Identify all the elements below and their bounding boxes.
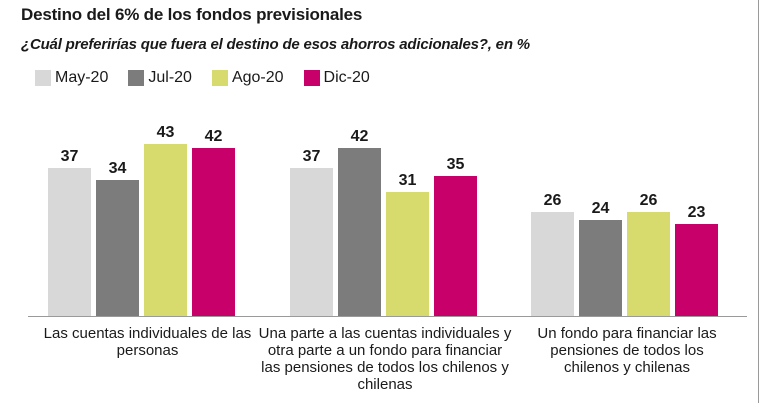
bar-may-20-group-1 [48,168,91,316]
value-label-jul-20-group-2: 42 [351,128,369,145]
value-label-jul-20-group-1: 34 [109,160,127,177]
value-label-may-20-group-2: 37 [303,148,321,165]
chart-title: Destino del 6% de los fondos previsional… [21,5,363,24]
bar-jul-20-group-2 [338,148,381,316]
bar-dic-20-group-3 [675,224,718,316]
value-label-jul-20-group-3: 24 [592,200,610,217]
chart-subtitle: ¿Cuál preferirías que fuera el destino d… [21,36,530,53]
legend-swatch-dic-20 [303,70,320,86]
value-label-ago-20-group-2: 31 [399,172,417,189]
value-label-ago-20-group-3: 26 [640,192,658,209]
value-label-dic-20-group-1: 42 [205,128,223,145]
value-label-ago-20-group-1: 43 [157,124,175,141]
frame-border [758,0,759,403]
bar-may-20-group-2 [290,168,333,316]
legend-swatch-jul-20 [128,70,145,86]
bar-may-20-group-3 [531,212,574,316]
legend-item-dic-20: Dic-20 [303,69,370,87]
legend-swatch-ago-20 [211,70,228,86]
bar-dic-20-group-1 [192,148,235,316]
legend-label-ago-20: Ago-20 [231,69,284,86]
bar-ago-20-group-1 [144,144,187,316]
bar-jul-20-group-1 [96,180,139,316]
legend-item-may-20: May-20 [35,69,108,87]
category-label-parte-y-fondo: Una parte a las cuentas individuales y o… [258,325,512,393]
legend-label-dic-20: Dic-20 [323,69,370,86]
category-label-fondo-pensiones: Un fondo para financiar las pensiones de… [537,325,717,376]
value-label-may-20-group-1: 37 [61,148,79,165]
bar-ago-20-group-3 [627,212,670,316]
value-label-dic-20-group-3: 23 [688,204,706,221]
legend-swatch-may-20 [35,70,51,86]
legend-item-ago-20: Ago-20 [211,69,284,87]
value-label-may-20-group-3: 26 [544,192,562,209]
legend-item-jul-20: Jul-20 [128,69,192,87]
legend-label-jul-20: Jul-20 [148,69,192,86]
bar-dic-20-group-2 [434,176,477,316]
bar-ago-20-group-2 [386,192,429,316]
value-label-dic-20-group-2: 35 [447,156,465,173]
legend: May-20 Jul-20 Ago-20 Dic-20 [35,69,390,87]
legend-label-may-20: May-20 [55,69,109,86]
category-label-cuentas-individuales: Las cuentas individuales de las personas [43,325,252,359]
bar-jul-20-group-3 [579,220,622,316]
